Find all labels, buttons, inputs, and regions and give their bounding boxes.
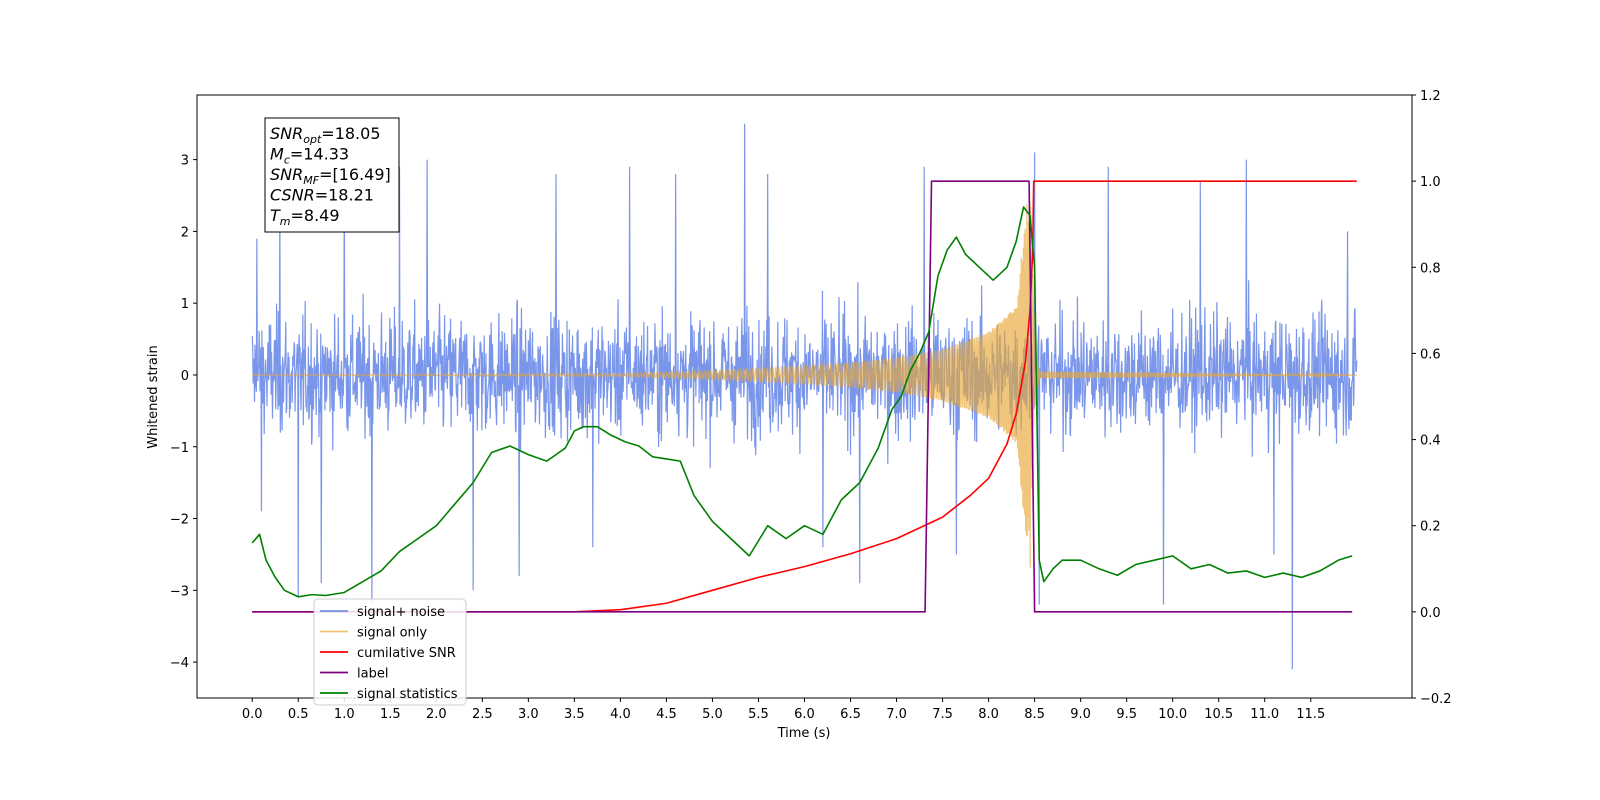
x-tick-label: 4.0 <box>610 707 631 722</box>
y2-tick-label: 0.8 <box>1420 261 1441 276</box>
x-tick-label: 0.0 <box>242 707 263 722</box>
x-tick-label: 5.5 <box>748 707 769 722</box>
legend-label: signal statistics <box>357 687 458 702</box>
x-tick-label: 3.5 <box>564 707 585 722</box>
series-signal-only <box>252 201 1357 568</box>
x-tick-label: 8.5 <box>1024 707 1045 722</box>
legend-label: cumilative SNR <box>357 646 456 661</box>
x-tick-label: 9.0 <box>1070 707 1091 722</box>
annotation-line: SNRMF=[16.49] <box>270 165 391 187</box>
x-tick-label: 7.0 <box>886 707 907 722</box>
legend-label: signal only <box>357 626 427 641</box>
y-tick-label: −4 <box>170 656 189 671</box>
y-tick-label: −2 <box>170 513 189 528</box>
annotation-line: SNRopt=18.05 <box>270 124 381 146</box>
x-tick-label: 5.0 <box>702 707 723 722</box>
annotation-line: Mc=14.33 <box>270 145 349 167</box>
x-tick-label: 2.0 <box>426 707 447 722</box>
y2-tick-label: 1.2 <box>1420 89 1441 104</box>
y-tick-label: 0 <box>181 369 189 384</box>
y-axis-label: Whitened strain <box>146 345 161 448</box>
x-tick-label: 3.0 <box>518 707 539 722</box>
x-tick-label: 1.5 <box>380 707 401 722</box>
x-tick-label: 11.5 <box>1296 707 1325 722</box>
x-tick-label: 2.5 <box>472 707 493 722</box>
y-tick-label: 2 <box>181 225 189 240</box>
legend-label: signal+ noise <box>357 605 445 620</box>
x-tick-label: 10.5 <box>1204 707 1233 722</box>
legend-label: label <box>357 667 388 682</box>
x-tick-label: 1.0 <box>334 707 355 722</box>
y-axis-right: 1.2 1.0 0.8 0.6 0.4 0.2 0.0 −0.2 <box>1412 89 1452 707</box>
legend-frame <box>313 598 467 706</box>
series-signal-noise <box>251 123 1358 670</box>
annotation-line: Tm=8.49 <box>270 206 340 228</box>
y2-tick-label: −0.2 <box>1420 692 1452 707</box>
snr-annotation-box: SNRopt=18.05Mc=14.33SNRMF=[16.49]CSNR=18… <box>264 117 400 233</box>
annotation-line: CSNR=18.21 <box>270 186 374 205</box>
x-tick-label: 6.5 <box>840 707 861 722</box>
x-tick-label: 11.0 <box>1250 707 1279 722</box>
y2-tick-label: 0.6 <box>1420 347 1441 362</box>
x-axis: 0.0 0.5 1.0 1.5 2.0 2.5 3.0 3.5 4.0 4.5 5.0 5.5 6.0 6… <box>242 698 1325 722</box>
y2-tick-label: 0.2 <box>1420 520 1441 535</box>
y2-tick-label: 0.4 <box>1420 434 1441 449</box>
y-tick-label: 1 <box>181 297 189 312</box>
x-tick-label: 4.5 <box>656 707 677 722</box>
x-tick-label: 7.5 <box>932 707 953 722</box>
y-tick-label: −3 <box>170 584 189 599</box>
y-tick-label: 3 <box>181 154 189 169</box>
x-tick-label: 0.5 <box>288 707 309 722</box>
plot-area <box>251 123 1358 670</box>
y2-tick-label: 0.0 <box>1420 606 1441 621</box>
x-tick-label: 9.5 <box>1116 707 1137 722</box>
y2-tick-label: 1.0 <box>1420 175 1441 190</box>
y-axis-left: 3 2 1 0 −1 −2 −3 −4 <box>170 154 197 671</box>
series-label <box>252 180 1353 613</box>
y-tick-label: −1 <box>170 441 189 456</box>
x-tick-label: 10.0 <box>1158 707 1187 722</box>
x-tick-label: 6.0 <box>794 707 815 722</box>
series-signal-statistics <box>251 206 1353 598</box>
legend: signal+ noise signal only cumilative SNR la… <box>313 598 467 706</box>
x-axis-label: Time (s) <box>777 726 831 741</box>
x-tick-label: 8.0 <box>978 707 999 722</box>
